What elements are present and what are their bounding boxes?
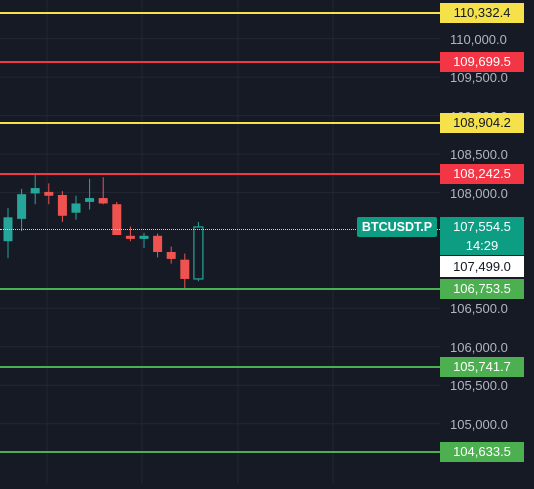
candle-body: [17, 194, 27, 219]
countdown-timer: 14:29: [465, 238, 499, 253]
candle-body: [125, 235, 135, 239]
candle[interactable]: [166, 246, 176, 264]
candle[interactable]: [3, 208, 13, 259]
axis-tick-label: 105,000.0: [450, 416, 508, 432]
candle[interactable]: [153, 233, 163, 258]
axis-tick-label: 106,000.0: [450, 339, 508, 355]
candle-body: [112, 204, 122, 236]
candle[interactable]: [180, 253, 190, 289]
candle-body: [57, 194, 67, 216]
level-line[interactable]: [0, 451, 440, 453]
axis-tick-label: 110,000.0: [450, 31, 507, 47]
axis-tick-label: 105,500.0: [450, 378, 508, 394]
candle[interactable]: [57, 191, 67, 222]
candle-body: [193, 226, 204, 280]
level-line[interactable]: [0, 60, 440, 63]
candle[interactable]: [71, 195, 81, 220]
level-price-label: 106,753.5: [440, 278, 524, 299]
axis-tick-label: 108,000.0: [450, 185, 508, 201]
candle[interactable]: [139, 232, 149, 249]
level-line[interactable]: [0, 365, 440, 368]
level-line[interactable]: [0, 172, 440, 175]
axis-tick-label: 109,500.0: [450, 70, 508, 86]
candle[interactable]: [112, 201, 122, 236]
level-line[interactable]: [0, 12, 440, 14]
level-line[interactable]: [0, 122, 440, 125]
candle-body: [139, 235, 149, 239]
level-price-label: 110,332.4: [440, 3, 524, 23]
candle[interactable]: [98, 177, 108, 205]
cursor-price-label: 107,499.0: [440, 256, 524, 277]
candle-body: [44, 191, 54, 196]
candle[interactable]: [30, 174, 40, 205]
candle[interactable]: [193, 221, 204, 282]
level-price-label: 108,904.2: [440, 113, 524, 134]
level-price-label: 108,242.5: [440, 163, 524, 184]
level-price-label: 104,633.5: [440, 442, 524, 462]
candle-body: [166, 251, 176, 259]
candle[interactable]: [85, 178, 95, 210]
candle-body: [85, 198, 95, 202]
level-price-label: 105,741.7: [440, 356, 524, 377]
candle-body: [98, 198, 108, 204]
axis-tick-label: 106,500.0: [450, 301, 508, 317]
candle-body: [30, 188, 40, 194]
candle-body: [180, 259, 190, 279]
last-price-value: 107,554.5: [453, 219, 511, 234]
level-line[interactable]: [0, 287, 440, 290]
axis-tick-label: 108,500.0: [450, 147, 508, 163]
candle-body: [153, 235, 163, 252]
candle[interactable]: [44, 183, 54, 205]
symbol-badge: BTCUSDT.P: [357, 217, 437, 237]
last-price-label: 107,554.5 14:29: [440, 217, 524, 255]
candle-body: [71, 203, 81, 213]
level-price-label: 109,699.5: [440, 51, 524, 72]
candle[interactable]: [17, 188, 27, 232]
current-price-line: [0, 229, 440, 230]
